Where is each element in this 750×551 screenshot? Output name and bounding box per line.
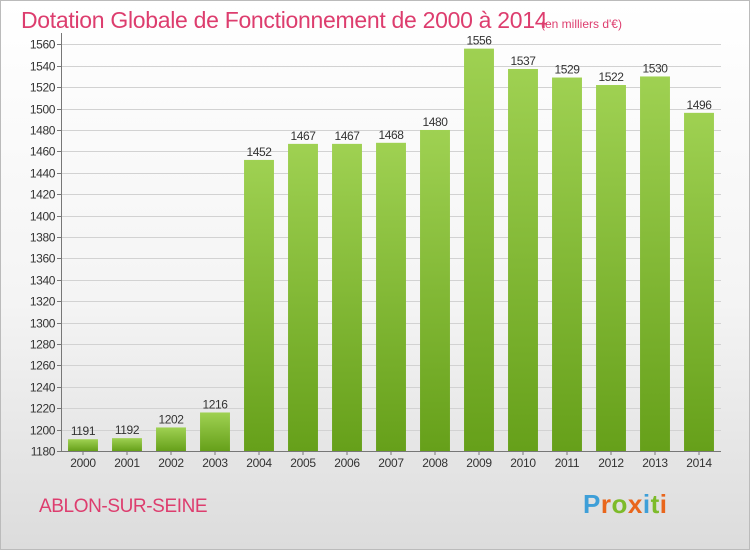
proxiti-logo: Proxiti <box>583 489 667 520</box>
y-tick-label: 1280 <box>30 338 56 352</box>
y-tick-label: 1360 <box>30 252 56 266</box>
data-label: 1480 <box>422 115 448 129</box>
data-labels: 1191 1192 1202 1216 1452 1467 1467 1468 1480 1556… <box>71 34 713 439</box>
bar <box>68 439 98 451</box>
y-tick-label: 1480 <box>30 124 56 138</box>
logo-letter: P <box>583 489 601 519</box>
bar <box>464 48 494 452</box>
bar <box>288 143 318 451</box>
bar <box>332 143 362 451</box>
data-label: 1530 <box>642 61 668 75</box>
logo-letter: t <box>650 489 660 519</box>
y-tick-label: 1400 <box>30 210 56 224</box>
bar <box>420 129 450 451</box>
x-tick-label: 2004 <box>246 456 272 470</box>
data-label: 1202 <box>158 412 184 426</box>
data-label: 1216 <box>202 397 228 411</box>
data-label: 1467 <box>334 129 360 143</box>
y-tick-label: 1240 <box>30 381 56 395</box>
x-tick-label: 2005 <box>290 456 316 470</box>
x-tick-label: 2000 <box>70 456 96 470</box>
data-label: 1496 <box>686 98 712 112</box>
chart-subtitle: (en milliers d'€) <box>541 17 622 31</box>
data-label: 1529 <box>554 63 580 77</box>
data-label: 1522 <box>598 70 624 84</box>
x-axis-ticks: 2000 2001 2002 2003 2004 2005 2006 2007 2008 2009… <box>70 451 713 470</box>
x-tick-label: 2011 <box>555 456 580 470</box>
bar <box>156 427 186 451</box>
y-tick-label: 1520 <box>30 81 56 95</box>
data-label: 1467 <box>290 129 316 143</box>
bar <box>376 142 406 451</box>
data-label: 1537 <box>510 54 536 68</box>
x-tick-label: 2001 <box>114 456 140 470</box>
y-tick-label: 1420 <box>30 188 56 202</box>
data-label: 1452 <box>246 145 272 159</box>
x-tick-label: 2006 <box>334 456 360 470</box>
bar <box>684 112 714 451</box>
data-label: 1556 <box>466 34 492 48</box>
x-tick-label: 2002 <box>158 456 184 470</box>
bar <box>640 76 670 452</box>
y-tick-label: 1380 <box>30 231 56 245</box>
x-tick-label: 2003 <box>202 456 228 470</box>
x-tick-label: 2008 <box>422 456 448 470</box>
data-label: 1468 <box>378 128 404 142</box>
city-name: ABLON-SUR-SEINE <box>39 496 208 517</box>
x-tick-label: 2010 <box>510 456 536 470</box>
data-label: 1192 <box>115 423 140 437</box>
x-tick-label: 2013 <box>642 456 668 470</box>
y-tick-label: 1340 <box>30 274 56 288</box>
data-label: 1191 <box>71 424 96 438</box>
bar <box>200 412 230 451</box>
chart-title: Dotation Globale de Fonctionnement de 20… <box>21 7 548 33</box>
bars <box>68 48 714 452</box>
y-axis-ticks: 1180 1200 1220 1240 1260 1280 1300 1320 1340 1360… <box>30 38 61 459</box>
logo-letter: r <box>600 489 612 519</box>
y-tick-label: 1540 <box>30 60 56 74</box>
y-tick-label: 1560 <box>30 38 56 52</box>
y-tick-label: 1220 <box>30 402 56 416</box>
axes <box>61 33 721 452</box>
y-tick-label: 1200 <box>30 424 56 438</box>
bar <box>596 85 626 451</box>
bar <box>112 438 142 451</box>
y-tick-label: 1440 <box>30 167 56 181</box>
y-tick-label: 1180 <box>31 445 56 459</box>
logo-letter: x <box>627 489 643 519</box>
y-tick-label: 1300 <box>30 317 56 331</box>
bar <box>244 159 274 451</box>
y-tick-label: 1500 <box>30 103 56 117</box>
x-tick-label: 2007 <box>378 456 404 470</box>
y-tick-label: 1260 <box>30 359 56 373</box>
x-tick-label: 2012 <box>598 456 624 470</box>
bar <box>552 77 582 452</box>
x-tick-label: 2014 <box>686 456 712 470</box>
bar <box>508 68 538 452</box>
y-tick-label: 1320 <box>30 295 56 309</box>
logo-letter: o <box>611 489 628 519</box>
x-tick-label: 2009 <box>466 456 492 470</box>
y-tick-label: 1460 <box>30 145 56 159</box>
logo-letter: i <box>642 489 651 519</box>
logo-letter: i <box>659 489 668 519</box>
